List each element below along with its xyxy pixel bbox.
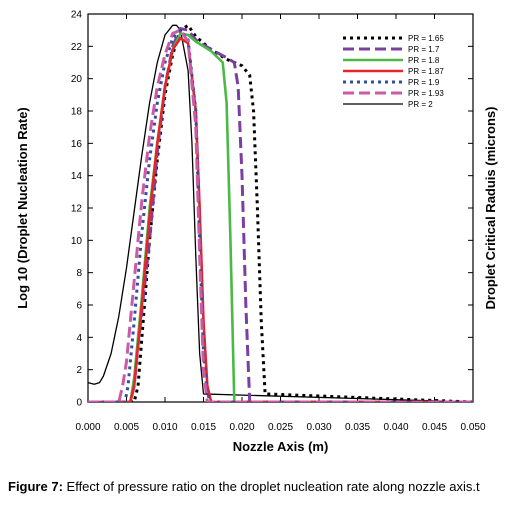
legend-label: PR = 1.87 bbox=[408, 67, 444, 76]
y-tick-label: 20 bbox=[71, 74, 83, 85]
legend-label: PR = 2 bbox=[408, 100, 433, 109]
series-line-3 bbox=[88, 36, 473, 402]
x-axis-title: Nozzle Axis (m) bbox=[233, 439, 329, 454]
legend: PR = 1.65 PR = 1.7 PR = 1.8 PR = 1.87 PR = 1… bbox=[343, 34, 444, 109]
x-tick-label: 0.020 bbox=[229, 422, 254, 433]
x-tick-label: 0.010 bbox=[152, 422, 177, 433]
x-tick-label: 0.045 bbox=[422, 422, 447, 433]
y-tick-label: 4 bbox=[76, 333, 82, 344]
y-tick-label: 18 bbox=[71, 107, 83, 118]
y-tick-label: 0 bbox=[76, 398, 82, 409]
y-tick-label: 10 bbox=[71, 236, 83, 247]
y-tick-label: 14 bbox=[71, 171, 83, 182]
y-tick-label: 24 bbox=[71, 10, 83, 21]
x-tick-label: 0.005 bbox=[114, 422, 139, 433]
legend-label: PR = 1.7 bbox=[408, 45, 440, 54]
legend-label: PR = 1.93 bbox=[408, 89, 444, 98]
y-axis-title: Log 10 (Droplet Nucleation Rate) bbox=[15, 107, 30, 309]
y-tick-label: 8 bbox=[76, 268, 82, 279]
x-tick-label: 0.040 bbox=[383, 422, 408, 433]
x-tick-label: 0.025 bbox=[268, 422, 293, 433]
x-tick-label: 0.035 bbox=[345, 422, 370, 433]
series-line-6 bbox=[88, 24, 473, 402]
x-tick-label: 0.000 bbox=[75, 422, 100, 433]
x-axis-ticks: 0.000 0.005 0.010 0.015 0.020 0.025 0.030 0.035… bbox=[75, 14, 486, 433]
legend-label: PR = 1.65 bbox=[408, 34, 444, 43]
series-line-5 bbox=[88, 28, 473, 402]
x-tick-label: 0.015 bbox=[191, 422, 216, 433]
y-tick-label: 22 bbox=[71, 42, 83, 53]
x-tick-label: 0.050 bbox=[460, 422, 485, 433]
caption-label: Figure 7: bbox=[8, 479, 63, 494]
series-lines bbox=[88, 23, 473, 402]
legend-label: PR = 1.8 bbox=[408, 56, 440, 65]
y-tick-label: 6 bbox=[76, 301, 82, 312]
series-line-0 bbox=[88, 23, 473, 402]
y-tick-label: 12 bbox=[71, 204, 83, 215]
y2-axis-title: Droplet Critical Raduis (microns) bbox=[483, 107, 498, 310]
caption-text: Effect of pressure ratio on the droplet … bbox=[62, 479, 480, 494]
y-tick-label: 16 bbox=[71, 139, 83, 150]
x-tick-label: 0.030 bbox=[306, 422, 331, 433]
y-tick-label: 2 bbox=[76, 365, 82, 376]
legend-label: PR = 1.9 bbox=[408, 78, 440, 87]
figure-caption: Figure 7: Effect of pressure ratio on th… bbox=[8, 478, 506, 495]
